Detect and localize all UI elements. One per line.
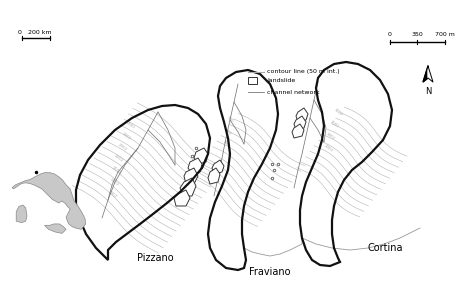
Text: 0: 0: [388, 32, 392, 37]
Polygon shape: [208, 168, 220, 184]
Text: 700 m: 700 m: [435, 32, 455, 37]
Polygon shape: [212, 160, 224, 174]
Text: Fraviano: Fraviano: [249, 267, 291, 277]
Polygon shape: [294, 116, 306, 130]
Text: 800: 800: [222, 140, 230, 148]
Polygon shape: [174, 190, 190, 206]
Polygon shape: [194, 148, 208, 164]
Text: Pizzano: Pizzano: [137, 253, 173, 263]
Polygon shape: [16, 205, 27, 223]
Text: contour line (50 m int.): contour line (50 m int.): [267, 69, 340, 74]
Polygon shape: [428, 66, 433, 82]
Text: 0: 0: [18, 30, 22, 35]
Text: 1300: 1300: [323, 143, 333, 153]
Text: 900: 900: [226, 116, 234, 124]
Text: 1400: 1400: [325, 131, 335, 141]
Polygon shape: [180, 178, 196, 196]
Text: 1900: 1900: [107, 189, 117, 199]
Polygon shape: [292, 124, 304, 138]
Text: landslide: landslide: [267, 78, 295, 83]
Polygon shape: [300, 62, 392, 266]
Polygon shape: [76, 105, 210, 260]
Polygon shape: [423, 66, 428, 82]
Text: 350: 350: [411, 32, 423, 37]
Text: 1500: 1500: [329, 119, 339, 129]
Polygon shape: [45, 224, 66, 233]
Text: 850: 850: [224, 128, 232, 136]
Text: 2000: 2000: [109, 177, 119, 187]
Polygon shape: [188, 158, 202, 174]
Polygon shape: [12, 173, 86, 229]
Polygon shape: [296, 108, 308, 122]
Text: channel network: channel network: [267, 89, 320, 94]
Bar: [248, 77, 257, 84]
Text: N: N: [425, 87, 431, 96]
Text: 2100: 2100: [111, 165, 121, 175]
Text: 2300: 2300: [117, 142, 127, 152]
Text: 2400: 2400: [121, 131, 131, 141]
Text: 2500: 2500: [125, 120, 135, 130]
Text: Cortina: Cortina: [367, 243, 403, 253]
Text: 2200: 2200: [113, 153, 123, 163]
Polygon shape: [208, 70, 278, 270]
Text: 1600: 1600: [333, 107, 343, 117]
Polygon shape: [184, 168, 198, 184]
Text: 200 km: 200 km: [28, 30, 52, 35]
